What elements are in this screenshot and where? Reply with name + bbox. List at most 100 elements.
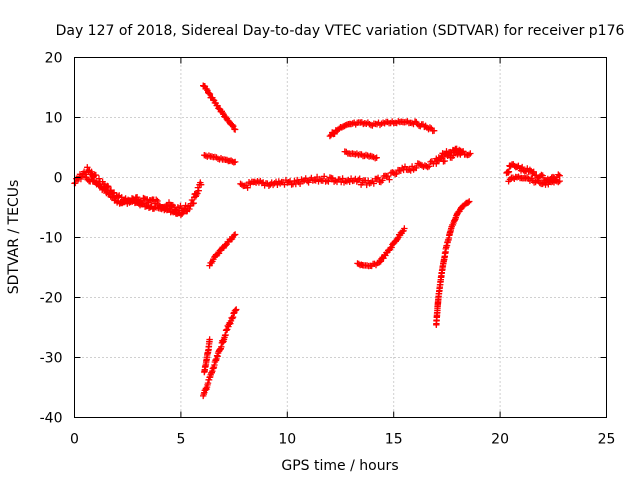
data-point [436, 155, 444, 162]
data-point [244, 184, 251, 191]
y-tick-label: -10 [40, 231, 63, 247]
data-point [346, 178, 353, 185]
data-point [373, 154, 380, 161]
data-series-segment [503, 161, 563, 185]
data-point [194, 190, 201, 197]
data-point [312, 177, 319, 184]
data-point [321, 173, 328, 180]
data-point [231, 126, 239, 133]
data-point [539, 180, 546, 188]
data-point [206, 90, 214, 98]
data-series-segment [71, 164, 205, 216]
data-point [440, 151, 448, 159]
x-tick-label: 5 [176, 432, 185, 448]
data-point [356, 175, 363, 182]
data-point [526, 166, 534, 173]
data-series-segment [354, 225, 408, 270]
x-tick-label: 10 [278, 432, 296, 448]
data-point [465, 151, 473, 158]
data-point [231, 231, 239, 238]
data-series-segment [201, 336, 213, 376]
y-tick-label: 20 [45, 51, 63, 67]
data-point [154, 197, 161, 205]
data-point [515, 162, 522, 169]
x-tick-label: 0 [70, 432, 79, 448]
data-point [390, 169, 397, 177]
data-series-segment [237, 148, 474, 191]
data-point [203, 85, 210, 93]
data-point [206, 336, 213, 343]
data-point [323, 177, 331, 184]
data-point [523, 174, 531, 181]
data-point [153, 196, 160, 203]
data-series-segment [200, 306, 240, 400]
data-point [274, 181, 281, 188]
y-tick-labels: 20 10 0 -10 -20 -30 -40 [40, 51, 63, 427]
data-point [530, 168, 537, 175]
x-tick-label: 15 [385, 432, 403, 448]
data-point [229, 315, 236, 322]
data-point [231, 158, 239, 166]
data-point [556, 172, 563, 179]
x-tick-label: 20 [491, 432, 509, 448]
y-axis-label: SDTVAR / TECUs [6, 180, 22, 295]
y-tick-label: 0 [54, 171, 63, 187]
data-series-segment [341, 148, 380, 162]
data-point [92, 171, 99, 179]
y-tick-label: -20 [40, 291, 63, 307]
data-point [539, 172, 546, 179]
data-point [190, 200, 197, 207]
data-point [466, 198, 473, 205]
data-point [426, 124, 434, 131]
data-point [373, 175, 380, 183]
data-point [388, 244, 395, 251]
data-point [265, 182, 273, 189]
data-point [353, 150, 361, 157]
data-point [379, 177, 386, 184]
data-point [88, 168, 95, 175]
y-tick-label: -40 [40, 411, 63, 427]
data-point [370, 180, 377, 187]
data-point [72, 179, 79, 187]
data-point [95, 175, 103, 182]
data-point [555, 178, 562, 186]
data-point [238, 181, 246, 188]
data-point [291, 177, 298, 185]
data-point [441, 157, 448, 165]
data-point [505, 168, 513, 175]
data-series-segment [206, 231, 239, 269]
y-tick-label: 10 [45, 111, 63, 127]
data-point [393, 170, 400, 177]
data-point [538, 171, 545, 179]
data-point [233, 306, 240, 313]
data-point [413, 164, 420, 172]
x-axis-label: GPS time / hours [281, 458, 398, 474]
data-point [304, 177, 311, 185]
y-tick-label: -30 [40, 351, 63, 367]
axis-ticks [74, 57, 607, 418]
data-point [467, 150, 474, 157]
data-point [222, 113, 230, 121]
data-point [457, 147, 464, 154]
data-series-segment [433, 145, 465, 164]
data-point [230, 232, 238, 239]
data-point [110, 193, 117, 201]
data-series-segment [505, 173, 563, 188]
data-point [397, 167, 404, 174]
data-point [519, 163, 526, 171]
grid-lines [74, 57, 607, 418]
data-point [77, 175, 85, 183]
x-tick-label: 25 [598, 432, 616, 448]
data-point [222, 242, 229, 249]
data-point [556, 177, 563, 185]
data-series-segment [326, 118, 438, 140]
data-point [394, 235, 401, 242]
data-point [532, 178, 539, 186]
data-point [184, 207, 191, 214]
data-point [230, 123, 237, 130]
data-point [195, 187, 202, 194]
data-series-segment [200, 82, 239, 133]
data-point [374, 174, 382, 181]
data-point [430, 127, 438, 134]
